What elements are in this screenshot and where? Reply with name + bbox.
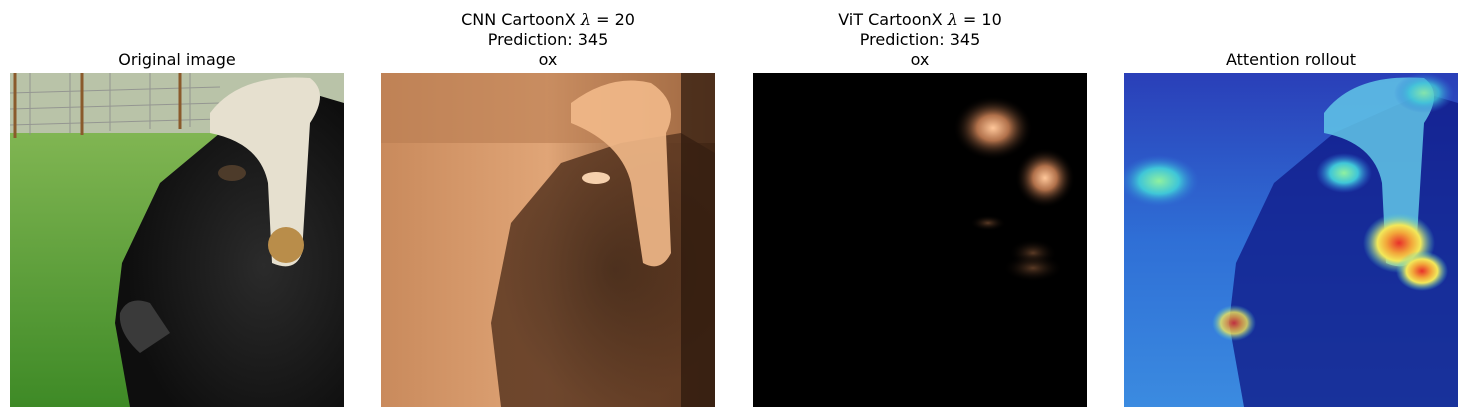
panel-cnn-cartoonx: CNN CartoonX λ = 20 Prediction: 345 ox [381, 0, 715, 417]
panel-attention-rollout: Attention rollout [1124, 0, 1458, 417]
attention-rollout-heatmap-icon [1124, 73, 1458, 407]
prediction-label: Prediction: 345 [487, 30, 609, 49]
panel-original: Original image [10, 0, 344, 417]
title-text: ViT CartoonX [838, 10, 948, 29]
panel-vit-cartoonx: ViT CartoonX λ = 10 Prediction: 345 ox [753, 0, 1087, 417]
cnn-cartoonx-mask-icon [381, 73, 715, 407]
title-text: Attention rollout [1225, 50, 1357, 69]
lambda-symbol: λ [580, 10, 591, 29]
panel-title: ViT CartoonX λ = 10 [753, 10, 1087, 30]
panel-title: Original image [10, 50, 344, 70]
class-label: ox [910, 50, 930, 69]
lambda-value: = 10 [957, 10, 1002, 29]
title-text: CNN CartoonX [461, 10, 581, 29]
vit-cartoonx-mask-icon [753, 73, 1087, 407]
lambda-symbol: λ [947, 10, 958, 29]
panel-title: CNN CartoonX λ = 20 [381, 10, 715, 30]
class-label: ox [538, 50, 558, 69]
cnn-cartoonx-image [381, 73, 715, 407]
attention-rollout-image [1124, 73, 1458, 407]
prediction-label: Prediction: 345 [859, 30, 981, 49]
title-text: Original image [118, 50, 236, 69]
vit-cartoonx-image [753, 73, 1087, 407]
panel-title: Attention rollout [1124, 50, 1458, 70]
ox-photo-icon [10, 73, 344, 407]
original-image [10, 73, 344, 407]
lambda-value: = 20 [591, 10, 635, 29]
